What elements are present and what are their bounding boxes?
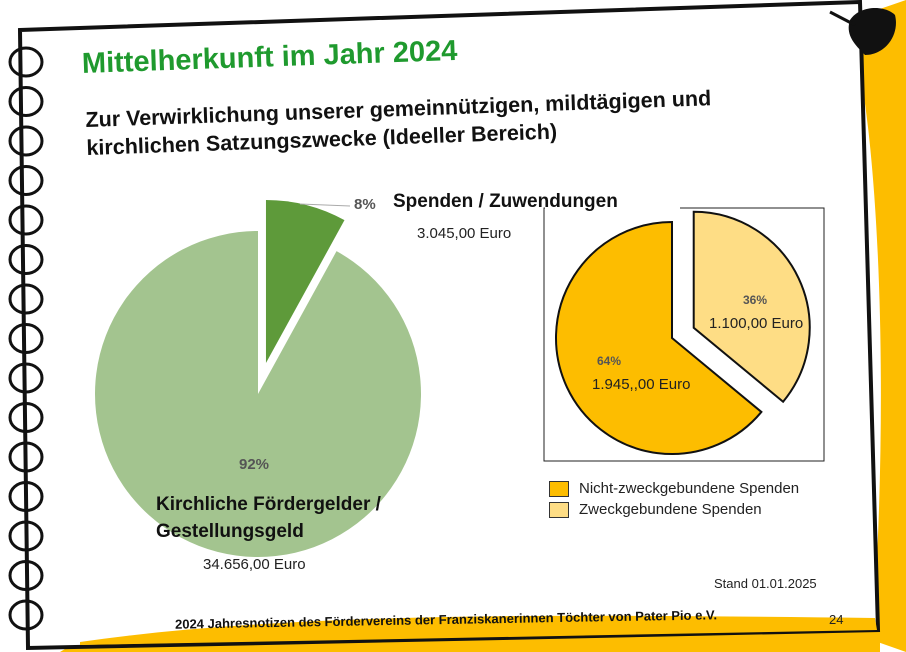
data-label-64pct: 64% — [597, 354, 622, 368]
yellow-swoosh-right — [848, 0, 906, 652]
spiral-ring — [8, 599, 44, 631]
data-label-36pct: 36% — [743, 293, 768, 307]
spiral-binding — [8, 46, 44, 631]
spiral-ring — [8, 165, 44, 196]
dove-icon — [829, 8, 896, 55]
amount-spenden: 3.045,00 Euro — [417, 225, 512, 242]
pie1-slice-0 — [265, 200, 345, 364]
amount-nicht-zweck: 1.945,,00 Euro — [592, 376, 691, 393]
frame-gap — [545, 200, 680, 214]
pie2-slice-1 — [555, 220, 763, 455]
yellow-band — [80, 615, 877, 645]
spiral-ring — [8, 125, 44, 157]
spiral-ring — [8, 481, 44, 512]
data-label-8pct: 8% — [354, 196, 376, 213]
legend-item-zweck: Zweckgebundene Spenden — [549, 499, 799, 520]
legend-swatch — [549, 501, 569, 518]
spiral-ring — [8, 520, 44, 552]
spiral-ring — [8, 362, 44, 394]
legend-label: Zweckgebundene Spenden — [579, 501, 762, 518]
pie2-slice-0 — [692, 210, 811, 404]
spiral-ring — [8, 86, 44, 117]
label-spenden: Spenden / Zuwendungen — [393, 191, 618, 212]
label-foerdergelder-line-2: Gestellungsgeld — [156, 521, 304, 542]
legend-label: Nicht-zweckgebundene Spenden — [579, 480, 800, 497]
page-number: 24 — [829, 612, 844, 627]
leader-line — [299, 203, 351, 207]
spiral-ring — [8, 46, 44, 78]
spiral-ring — [8, 441, 44, 473]
spiral-ring — [8, 402, 44, 433]
label-foerdergelder: Kirchliche Fördergelder / Gestellungsgel… — [156, 491, 381, 545]
stand-date: Stand 01.01.2025 — [714, 576, 817, 591]
spiral-ring — [8, 283, 44, 315]
spiral-ring — [8, 244, 44, 275]
label-foerdergelder-line-1: Kirchliche Fördergelder / — [156, 494, 381, 515]
data-label-92pct: 92% — [239, 456, 270, 473]
legend-swatch — [549, 480, 569, 497]
spiral-ring — [8, 204, 44, 236]
legend-item-nicht-zweck: Nicht-zweckgebundene Spenden — [549, 478, 799, 499]
amount-foerdergelder: 34.656,00 Euro — [203, 556, 306, 573]
donations-chart-frame — [543, 207, 825, 462]
spiral-ring — [8, 560, 44, 591]
legend: Nicht-zweckgebundene Spenden Zweckgebund… — [549, 478, 799, 520]
amount-zweck: 1.100,00 Euro — [709, 315, 804, 332]
pie1-slice-1 — [94, 231, 422, 557]
spiral-ring — [8, 323, 44, 354]
